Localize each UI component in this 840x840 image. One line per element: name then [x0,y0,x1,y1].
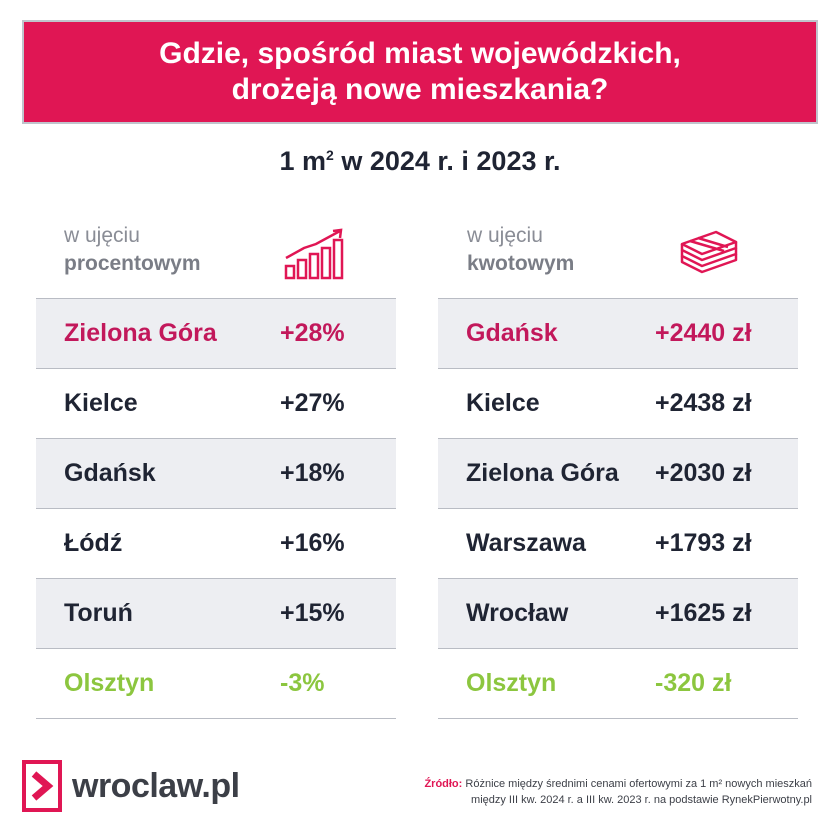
table-row: Zielona Góra +2030 zł [438,438,798,508]
wroclaw-logo[interactable]: wroclaw.pl [22,760,240,812]
right-head-line-2: kwotowym [467,252,575,275]
right-column-header: w ujęciu kwotowym [467,222,574,278]
source-line-1: Różnice między średnimi cenami ofertowym… [462,778,812,790]
table-row: Olsztyn -3% [36,648,396,719]
amount-value: +1625 zł [655,599,752,627]
subtitle-sup: 2 [326,147,334,163]
source-label: Źródło: [424,778,463,790]
city-name: Warszawa [466,529,586,557]
logo-text: wroclaw.pl [72,766,240,805]
subtitle-prefix: 1 m [279,146,327,176]
percent-value: +27% [280,389,345,417]
table-row: Warszawa +1793 zł [438,508,798,578]
city-name: Zielona Góra [64,319,217,347]
city-name: Olsztyn [466,669,557,697]
table-row: Gdańsk +18% [36,438,396,508]
table-row: Łódź +16% [36,508,396,578]
percent-value: +15% [280,599,345,627]
table-row: Olsztyn -320 zł [438,648,798,719]
title-line-1: Gdzie, spośród miast wojewódzkich, [159,37,681,70]
city-name: Łódź [64,529,123,557]
amount-value: -320 zł [655,669,732,697]
table-row: Kielce +27% [36,368,396,438]
amount-value: +1793 zł [655,529,752,557]
left-head-line-1: w ujęciu [64,224,140,247]
subtitle: 1 m2 w 2024 r. i 2023 r. [0,146,840,177]
percent-value: -3% [280,669,325,697]
table-row: Gdańsk +2440 zł [438,298,798,368]
city-name: Gdańsk [466,319,558,347]
percent-value: +16% [280,529,345,557]
table-row: Toruń +15% [36,578,396,648]
amount-value: +2438 zł [655,389,752,417]
table-row: Zielona Góra +28% [36,298,396,368]
amount-table: Gdańsk +2440 zł Kielce +2438 zł Zielona … [438,298,798,719]
title-line-2: drożeją nowe mieszkania? [231,73,609,106]
title-banner: Gdzie, spośród miast wojewódzkich, droże… [22,20,818,124]
city-name: Kielce [466,389,540,417]
city-name: Kielce [64,389,138,417]
city-name: Gdańsk [64,459,156,487]
left-column-header: w ujęciu procentowym [64,222,201,278]
right-head-line-1: w ujęciu [467,224,543,247]
subtitle-suffix: w 2024 r. i 2023 r. [333,146,561,176]
chevron-right-logo-icon [22,760,62,812]
source-line-2: między III kw. 2024 r. a III kw. 2023 r.… [471,794,812,806]
percent-table: Zielona Góra +28% Kielce +27% Gdańsk +18… [36,298,396,719]
amount-value: +2440 zł [655,319,752,347]
city-name: Toruń [64,599,133,627]
bar-chart-growth-icon [284,228,344,280]
amount-value: +2030 zł [655,459,752,487]
left-head-line-2: procentowym [64,252,201,275]
table-row: Kielce +2438 zł [438,368,798,438]
city-name: Zielona Góra [466,459,619,487]
percent-value: +28% [280,319,345,347]
city-name: Olsztyn [64,669,155,697]
money-stack-icon [680,230,738,274]
table-row: Wrocław +1625 zł [438,578,798,648]
source-note: Źródło: Różnice między średnimi cenami o… [424,776,812,808]
city-name: Wrocław [466,599,569,627]
percent-value: +18% [280,459,345,487]
